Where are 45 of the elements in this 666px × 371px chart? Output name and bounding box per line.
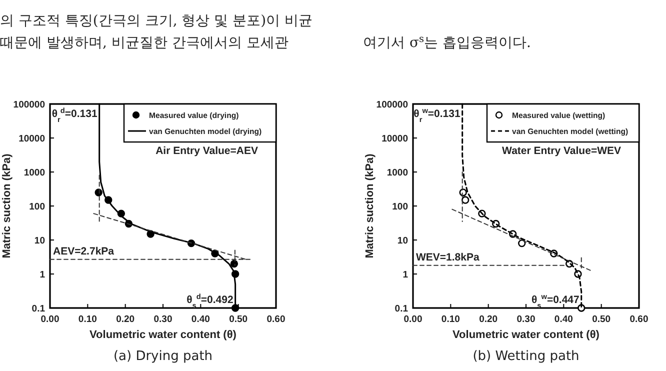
x-tick-label: 0.40: [554, 314, 573, 325]
text: 의 구조적 특징(간극의 크기, 형상 및 분포)이 비균: [0, 13, 313, 29]
y-tick-label: 100: [392, 202, 408, 212]
text: (a) Drying path: [113, 349, 213, 364]
y-tick-label: 10: [397, 236, 408, 246]
y-tick-label: 1000: [24, 168, 45, 178]
y-tick-label: 0.1: [32, 304, 46, 314]
y-tick-label: 1: [40, 270, 46, 280]
y-axis-title: Matric suction (kPa): [1, 153, 13, 258]
annotation: Water Entry Value=WEV: [502, 145, 621, 157]
y-tick-label: 100: [29, 202, 45, 212]
x-tick-label: 0.60: [630, 314, 648, 325]
x-axis-title: Volumetric water content (θ): [90, 329, 237, 341]
x-tick-label: 0.00: [40, 314, 60, 325]
x-tick-label: 0.50: [229, 314, 248, 325]
text: 여기서 σ$^{s}$는 흡입응력이다.: [363, 34, 531, 51]
annotation: θ$_{s}$$^{d}$=0.492: [186, 292, 234, 310]
y-tick-label: 10000: [382, 134, 408, 144]
x-tick-label: 0.20: [479, 314, 498, 325]
x-tick-label: 0.50: [592, 314, 611, 325]
y-tick-label: 100000: [376, 100, 408, 110]
x-tick-label: 0.30: [516, 314, 536, 325]
y-tick-label: 10: [34, 236, 45, 246]
annotation: AEV=2.7kPa: [53, 245, 114, 258]
x-tick-label: 0.20: [116, 314, 135, 325]
annotation: θ$_{s}$$^{w}$=0.447: [531, 292, 580, 310]
text: (b) Wetting path: [472, 349, 580, 364]
x-tick-label: 0.40: [191, 314, 210, 325]
y-tick-label: 100000: [13, 100, 45, 110]
text: 때문에 발생하며, 비균질한 간극에서의 모세관: [0, 35, 288, 51]
x-tick-label: 0.10: [441, 314, 460, 325]
y-tick-label: 10000: [18, 134, 45, 144]
y-axis-title: Matric suction (kPa): [364, 153, 376, 258]
x-tick-label: 0.00: [404, 314, 422, 325]
x-tick-label: 0.10: [78, 314, 97, 325]
annotation: θ$_{r}$$^{d}$=0.131: [52, 106, 98, 124]
x-tick-label: 0.60: [266, 314, 286, 325]
annotation: θ$_{r}$$^{w}$=0.131: [414, 106, 460, 124]
annotation: Air Entry Value=AEV: [156, 145, 258, 157]
x-tick-label: 0.30: [154, 314, 172, 325]
y-tick-label: 1: [402, 270, 409, 280]
x-axis-title: Volumetric water content (θ): [452, 329, 600, 341]
annotation: WEV=1.8kPa: [416, 251, 480, 264]
y-tick-label: 0.1: [394, 304, 409, 314]
y-tick-label: 1000: [386, 168, 408, 178]
